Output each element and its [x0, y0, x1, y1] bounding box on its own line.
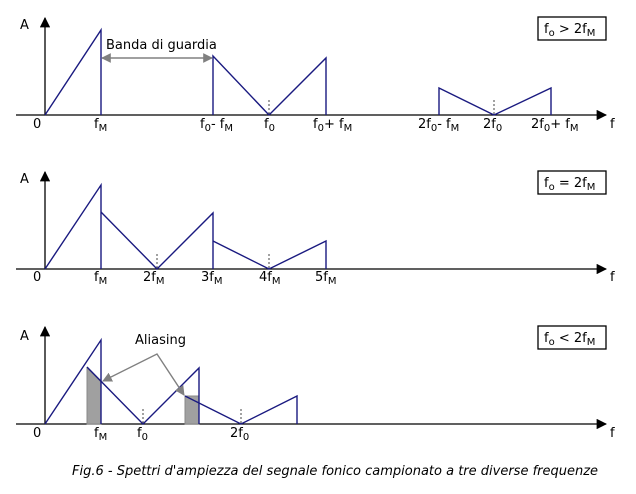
tick-f0: f0: [264, 117, 275, 134]
tick-f0-plus-fm: f0+ fM: [313, 117, 352, 134]
baseband-triangle: [44, 27, 102, 116]
baseband-triangle: [44, 182, 102, 270]
guard-band-label: Banda di guardia: [106, 38, 217, 53]
condition-box: [537, 325, 607, 350]
y-axis-label: A: [20, 18, 29, 33]
sideband-1: [86, 366, 200, 425]
tick-fm: fM: [94, 270, 107, 287]
tick-fm: fM: [94, 117, 107, 134]
condition-box: [537, 16, 607, 41]
tick-2f0-plus-fm: 2f0+ fM: [531, 117, 578, 134]
tick-4fm: 4fM: [259, 270, 281, 287]
tick-f0-minus-fm: f0- fM: [200, 117, 233, 134]
x-axis-label: f: [610, 270, 615, 285]
tick-f0: f0: [137, 426, 148, 443]
spectrum-lines: [44, 337, 298, 425]
x-axis-label: f: [610, 426, 615, 441]
tick-2f0: 2f0: [230, 426, 249, 443]
y-axis-label: A: [20, 172, 29, 187]
tick-2fm: 2fM: [143, 270, 165, 287]
tick-fm: fM: [94, 426, 107, 443]
spectrum-lines: [44, 182, 327, 270]
condition-label: fo = 2fM: [544, 176, 595, 193]
figure-caption: Fig.6 - Spettri d'ampiezza del segnale f…: [72, 464, 598, 479]
y-axis-label: A: [20, 329, 29, 344]
sideband-2: [184, 394, 298, 425]
tick-3fm: 3fM: [201, 270, 223, 287]
panel-2: A f 0 fo = 2fM fM 2fM 3fM 4fM 5fM: [16, 170, 615, 287]
tick-2f0: 2f0: [483, 117, 502, 134]
sideband-2: [212, 239, 327, 270]
panel-1: A f 0 Banda di guardia fo > 2fM fM f0- f…: [16, 16, 615, 134]
panel-3: A f 0 Aliasing fo < 2fM fM f0 2f0: [16, 325, 615, 443]
lower-sideband-2: [438, 86, 495, 116]
origin-label: 0: [33, 270, 41, 285]
spectrum-lines: [44, 27, 552, 116]
origin-label: 0: [33, 117, 41, 132]
tick-2f0-minus-fm: 2f0- fM: [418, 117, 459, 134]
condition-label: fo < 2fM: [544, 331, 595, 348]
lower-sideband-1: [212, 54, 270, 116]
sideband-1: [100, 211, 214, 270]
aliasing-label: Aliasing: [135, 333, 186, 348]
tick-5fm: 5fM: [315, 270, 337, 287]
baseband-triangle: [44, 337, 102, 425]
condition-box: [537, 170, 607, 195]
x-axis-label: f: [610, 117, 615, 132]
upper-sideband-2: [493, 86, 552, 116]
aliasing-pointer: [102, 353, 185, 396]
upper-sideband-1: [268, 56, 327, 116]
condition-label: fo > 2fM: [544, 22, 595, 39]
origin-label: 0: [33, 426, 41, 441]
aliasing-region-1: [86, 366, 102, 425]
